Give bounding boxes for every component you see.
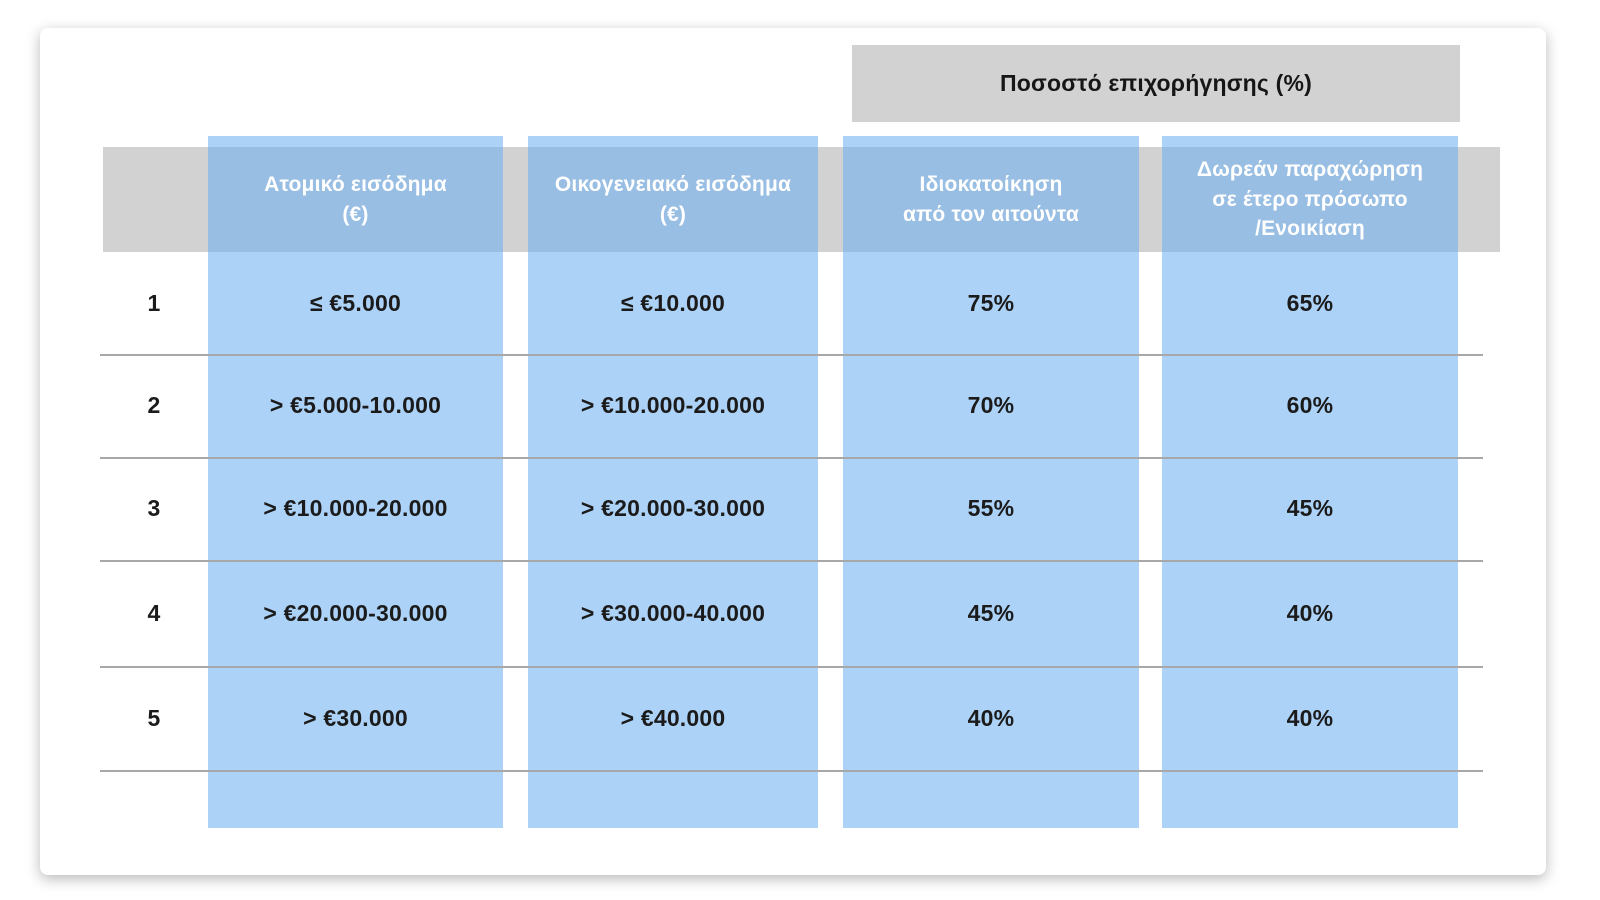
row-divider	[100, 666, 1483, 668]
table-cell: > €5.000-10.000	[269, 392, 442, 418]
row-divider	[100, 457, 1483, 459]
table-cell: > €40.000	[620, 704, 726, 731]
table-cell: 40%	[967, 704, 1015, 731]
table-cell: 60%	[1286, 392, 1334, 418]
table-cell: 45%	[967, 599, 1015, 626]
column-highlight-owner-occupancy	[843, 136, 1139, 828]
table-cell: 75%	[967, 289, 1015, 316]
column-highlight-free-concession	[1162, 136, 1458, 828]
table-cell: ≤ €10.000	[621, 289, 725, 316]
table-cell: > €10.000-20.000	[580, 392, 766, 418]
table-card: Ποσοστό επιχορήγησης (%) Ατομικό εισόδημ…	[40, 28, 1546, 875]
table-cell: ≤ €5.000	[310, 289, 401, 316]
row-divider	[100, 354, 1483, 356]
row-number: 2	[147, 392, 161, 418]
column-header-family-income: Οικογενειακό εισόδημα (€)	[554, 172, 792, 226]
column-highlight-personal-income	[208, 136, 503, 828]
table-cell: > €20.000-30.000	[263, 599, 448, 626]
table-cell: 45%	[1286, 495, 1334, 521]
span-header-label: Ποσοστό επιχορήγησης (%)	[999, 70, 1313, 96]
span-header: Ποσοστό επιχορήγησης (%)	[852, 45, 1460, 122]
row-number: 4	[147, 599, 161, 626]
row-number: 1	[147, 289, 161, 316]
table-cell: 65%	[1286, 289, 1334, 316]
table-cell: 40%	[1286, 599, 1334, 626]
column-header-owner-occupancy: Ιδιοκατοίκηση από τον αιτούντα	[903, 172, 1079, 226]
table-cell: > €30.000	[303, 704, 408, 731]
table-cell: 70%	[967, 392, 1015, 418]
column-header-free-concession: Δωρεάν παραχώρηση σε έτερο πρόσωπο /Ενοι…	[1196, 157, 1424, 241]
row-number: 3	[147, 495, 161, 521]
column-header-personal-income: Ατομικό εισόδημα (€)	[264, 172, 447, 226]
row-divider	[100, 770, 1483, 772]
table-cell: > €20.000-30.000	[580, 495, 766, 521]
table-cell: > €30.000-40.000	[580, 599, 766, 626]
row-divider	[100, 560, 1483, 562]
table-cell: > €10.000-20.000	[263, 495, 448, 521]
column-highlight-family-income	[528, 136, 818, 828]
row-number: 5	[147, 704, 161, 731]
table-cell: 40%	[1286, 704, 1334, 731]
table-cell: 55%	[967, 495, 1015, 521]
